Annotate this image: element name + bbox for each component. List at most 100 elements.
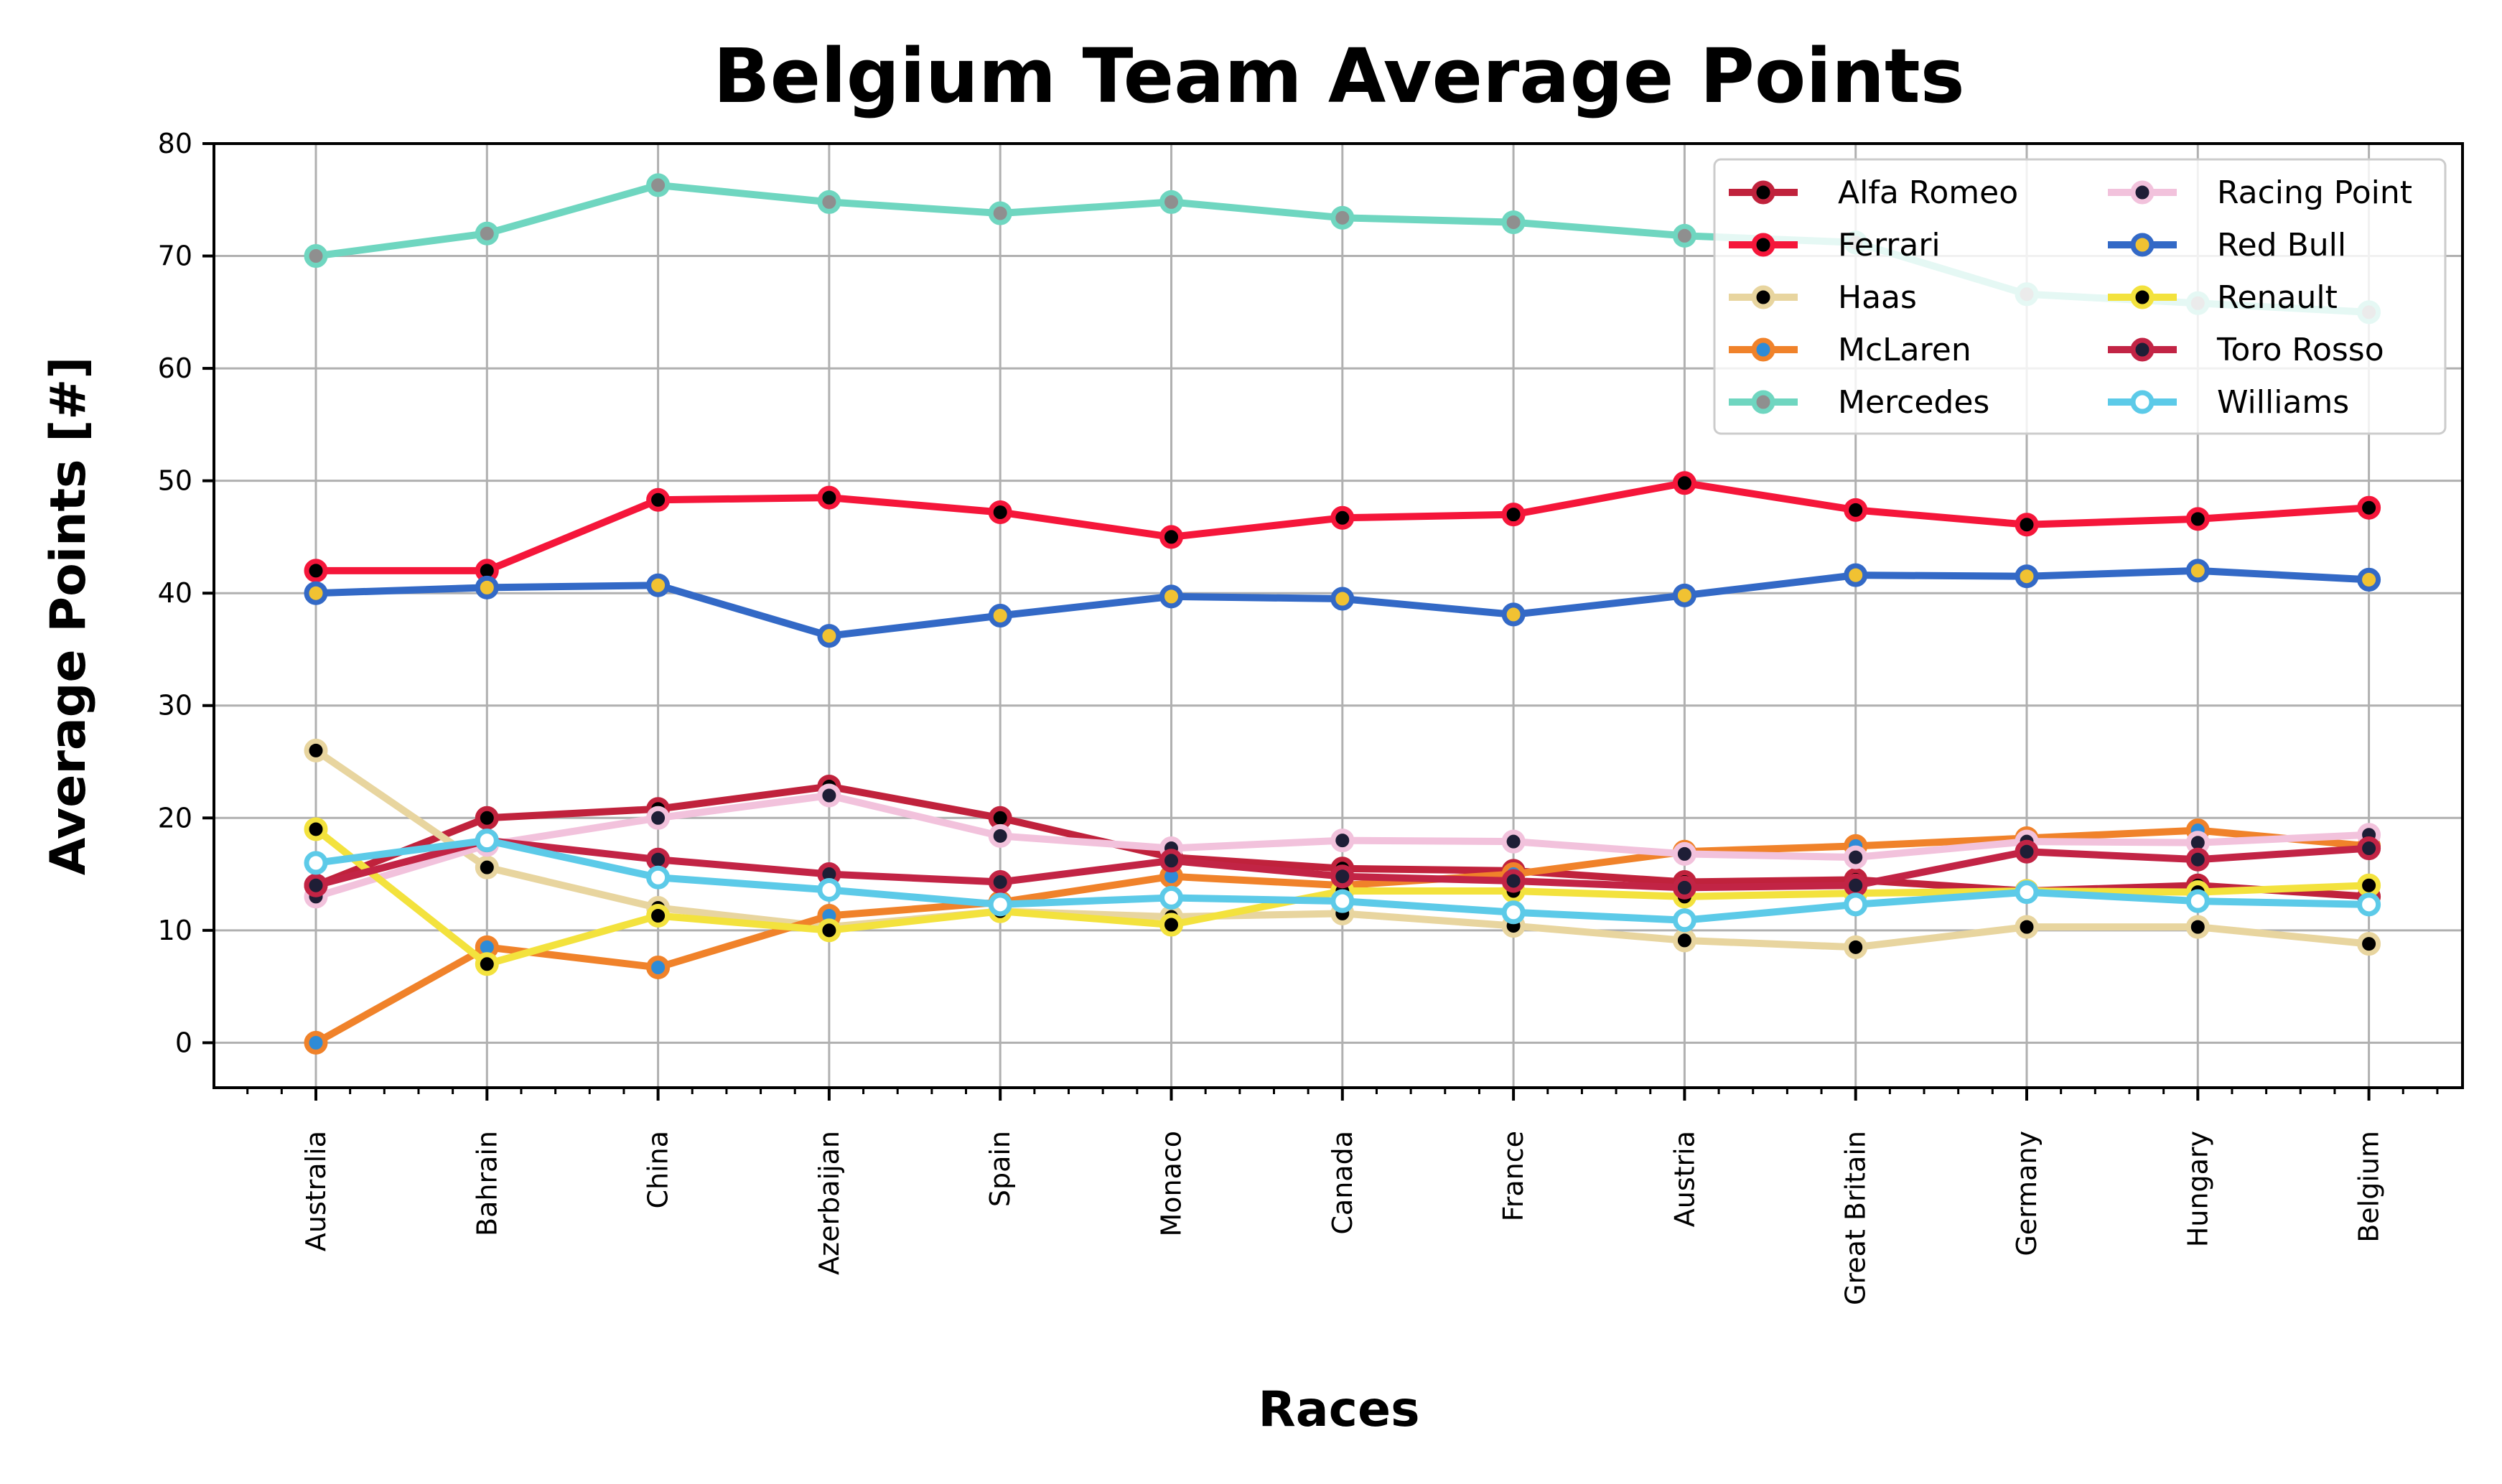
data-point xyxy=(817,918,841,943)
data-point xyxy=(1159,190,1183,214)
data-point xyxy=(1501,503,1526,527)
legend-swatch-marker xyxy=(1751,390,1775,414)
series-lines xyxy=(304,173,2381,1055)
data-point xyxy=(2015,880,2039,905)
data-point xyxy=(2185,847,2210,872)
data-point xyxy=(817,877,841,902)
data-point xyxy=(2357,932,2381,956)
legend-swatch-marker xyxy=(1751,180,1775,205)
chart-title: Belgium Team Average Points xyxy=(713,32,1964,120)
legend-swatch-marker xyxy=(2130,233,2155,257)
data-point xyxy=(475,855,499,879)
data-point xyxy=(304,817,328,841)
data-point xyxy=(988,823,1012,848)
plot-frame xyxy=(213,142,2464,1089)
data-point xyxy=(304,738,328,762)
data-point xyxy=(1672,928,1696,953)
data-point xyxy=(1844,935,1868,959)
x-tick-label: Great Britain xyxy=(1840,1131,1872,1305)
x-tick-label: Hungary xyxy=(2182,1131,2213,1247)
x-tick-label: Azerbaijan xyxy=(813,1131,845,1275)
legend-swatch-marker xyxy=(1751,285,1775,309)
data-point xyxy=(475,806,499,830)
data-point xyxy=(817,783,841,808)
data-point xyxy=(1330,587,1355,611)
x-tick-label: Canada xyxy=(1327,1131,1358,1235)
data-point xyxy=(1844,563,1868,587)
x-tick-label: Australia xyxy=(300,1131,332,1251)
data-point xyxy=(475,221,499,246)
data-point xyxy=(988,604,1012,627)
data-point xyxy=(988,201,1012,225)
series-toro-rosso xyxy=(304,829,2381,900)
legend-swatch-marker xyxy=(2130,390,2155,414)
data-point xyxy=(475,952,499,976)
data-point xyxy=(304,873,328,897)
data-point xyxy=(1159,885,1183,910)
data-point xyxy=(1501,602,1526,627)
data-point xyxy=(1159,584,1183,609)
data-point xyxy=(2015,513,2039,537)
data-point xyxy=(2185,889,2210,913)
legend-item: Haas xyxy=(1729,279,1917,316)
data-point xyxy=(2185,559,2210,583)
data-point xyxy=(988,892,1012,917)
series-ferrari xyxy=(304,471,2381,583)
data-point xyxy=(2357,495,2381,520)
legend-item: McLaren xyxy=(1729,332,1971,368)
legend-label: Red Bull xyxy=(2217,227,2346,263)
data-point xyxy=(1330,505,1355,530)
legend-item: Toro Rosso xyxy=(2108,332,2384,368)
data-point xyxy=(1330,205,1355,230)
data-point xyxy=(1672,471,1696,495)
data-point xyxy=(2357,836,2381,861)
data-point xyxy=(304,559,328,583)
legend-item: Alfa Romeo xyxy=(1729,174,2018,211)
y-tick-label: 60 xyxy=(158,353,192,384)
legend-item: Racing Point xyxy=(2108,174,2412,211)
legend-label: McLaren xyxy=(1838,332,1971,368)
x-tick-label: Spain xyxy=(984,1131,1016,1207)
legend-label: Williams xyxy=(2217,384,2349,421)
data-point xyxy=(304,244,328,269)
data-point xyxy=(1672,223,1696,248)
data-point xyxy=(988,870,1012,895)
y-tick-label: 0 xyxy=(175,1027,192,1058)
legend-label: Mercedes xyxy=(1838,384,1989,421)
data-point xyxy=(1844,873,1868,897)
x-axis-title: Races xyxy=(1258,1381,1419,1438)
data-point xyxy=(1159,849,1183,873)
series-williams xyxy=(304,829,2381,933)
legend-item: Ferrari xyxy=(1729,227,1941,263)
legend-item: Renault xyxy=(2108,279,2338,316)
y-tick-label: 10 xyxy=(158,915,192,946)
legend-swatch-marker xyxy=(2130,285,2155,309)
x-tick-label: Bahrain xyxy=(471,1131,503,1236)
x-tick-label: Monaco xyxy=(1156,1131,1187,1237)
data-point xyxy=(817,485,841,510)
data-point xyxy=(1159,913,1183,937)
data-point xyxy=(1844,498,1868,522)
y-axis-title: Average Points [#] xyxy=(40,357,97,876)
data-point xyxy=(475,575,499,599)
data-point xyxy=(475,829,499,853)
data-point xyxy=(1844,845,1868,869)
axes xyxy=(213,142,2464,1089)
x-tick-label: France xyxy=(1498,1131,1529,1221)
data-point xyxy=(2015,915,2039,939)
data-point xyxy=(817,190,841,214)
data-point xyxy=(1672,908,1696,933)
data-point xyxy=(2357,873,2381,897)
data-point xyxy=(2185,507,2210,531)
data-point xyxy=(304,581,328,605)
data-point xyxy=(1330,829,1355,853)
data-point xyxy=(817,624,841,648)
data-point xyxy=(646,173,671,197)
legend-item: Mercedes xyxy=(1729,384,1989,421)
x-tick-label: Germany xyxy=(2011,1131,2043,1256)
data-point xyxy=(646,573,671,597)
legend-label: Toro Rosso xyxy=(2216,332,2384,368)
legend-label: Alfa Romeo xyxy=(1838,174,2018,211)
